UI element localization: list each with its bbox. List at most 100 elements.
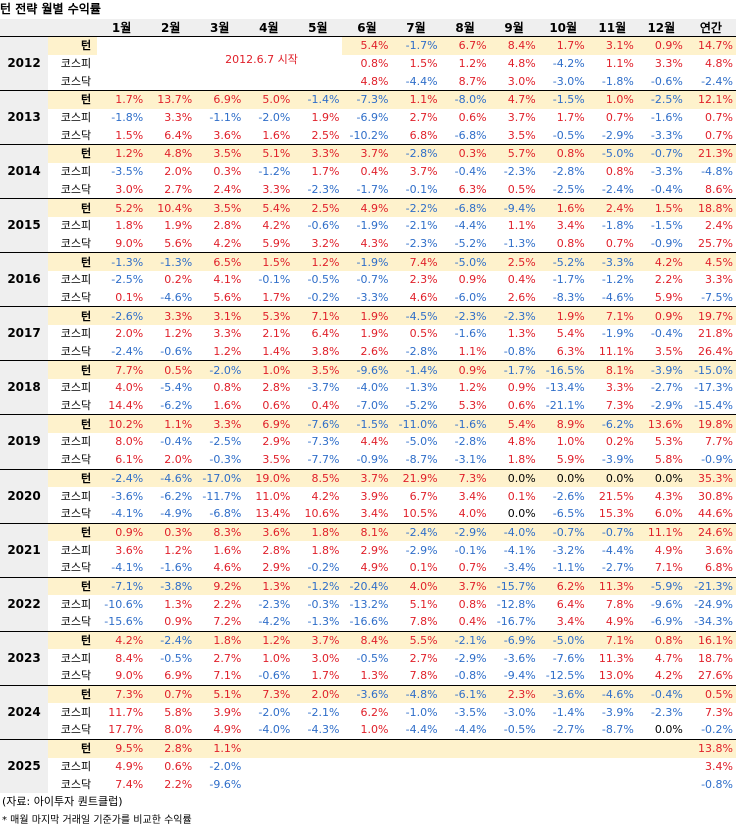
value-cell bbox=[195, 35, 245, 55]
value-cell: -2.3% bbox=[503, 165, 536, 179]
table-row: 코스피 4.9% 0.6% -2.0% 3.4% bbox=[0, 758, 736, 776]
table-row: 코스피 8.0% -0.4% -2.5% 2.9% -7.3% 4.4% -5.0% -2.8%… bbox=[0, 433, 736, 451]
value-cell: -21.3% bbox=[685, 576, 736, 596]
value-cell: 2.2% bbox=[654, 273, 683, 287]
value-cell: 19.8% bbox=[685, 414, 736, 434]
value-cell: -2.7% bbox=[552, 723, 585, 737]
value-cell: -9.4% bbox=[489, 198, 539, 217]
value-cell: 0.9% bbox=[636, 306, 686, 325]
value-cell: 8.1% bbox=[342, 522, 392, 542]
value-cell: -3.9% bbox=[601, 705, 634, 719]
value-cell bbox=[342, 775, 391, 793]
column-header: 4월 bbox=[244, 19, 294, 37]
value-cell: -2.6% bbox=[97, 306, 147, 325]
value-cell: 21.8% bbox=[698, 327, 733, 341]
value-cell: -2.4% bbox=[601, 182, 634, 196]
value-cell: 2.4% bbox=[213, 182, 242, 196]
value-cell: -1.3% bbox=[97, 252, 147, 271]
value-cell: 1.7% bbox=[556, 111, 585, 125]
series-label: 코스닥 bbox=[60, 290, 92, 304]
value-cell bbox=[244, 775, 293, 793]
value-cell: 0.6% bbox=[507, 399, 536, 413]
value-cell: 0.6% bbox=[164, 759, 193, 773]
value-cell: 4.2% bbox=[213, 236, 242, 250]
value-cell: 30.8% bbox=[698, 489, 733, 503]
value-cell: 8.4% bbox=[342, 630, 392, 650]
table-row: 코스피 11.7% 5.8% 3.9% -2.0% -2.1% 6.2% -1.0% -3.5%… bbox=[0, 703, 736, 721]
value-cell: -6.9% bbox=[489, 630, 539, 650]
value-cell: 9.0% bbox=[115, 669, 144, 683]
value-cell: -4.6% bbox=[160, 290, 193, 304]
value-cell: -1.1% bbox=[209, 111, 242, 125]
value-cell: -3.6% bbox=[538, 684, 588, 704]
value-cell: 7.3% bbox=[97, 684, 147, 704]
value-cell: 6.9% bbox=[195, 90, 245, 109]
value-cell: -9.4% bbox=[503, 669, 536, 683]
value-cell: 0.3% bbox=[146, 522, 196, 542]
value-cell: 1.2% bbox=[244, 630, 294, 650]
value-cell: 6.8% bbox=[705, 561, 733, 575]
table-row: 2017 턴 -2.6% 3.3% 3.1% 5.3% 7.1% 1.9% -4.5% -2.3%… bbox=[0, 306, 736, 361]
value-cell: -2.1% bbox=[405, 219, 438, 233]
value-cell: 0.2% bbox=[164, 273, 193, 287]
value-cell: 5.3% bbox=[654, 435, 683, 449]
value-cell: 5.9% bbox=[556, 453, 585, 467]
value-cell: -8.3% bbox=[552, 290, 585, 304]
value-cell: -1.4% bbox=[293, 90, 343, 109]
value-cell: -5.2% bbox=[454, 236, 487, 250]
value-cell: 8.7% bbox=[458, 74, 487, 88]
value-cell: 1.0% bbox=[360, 723, 389, 737]
column-header bbox=[48, 19, 98, 37]
year-cell: 2018 bbox=[0, 360, 49, 415]
value-cell: 7.3% bbox=[440, 468, 490, 488]
value-cell: -10.6% bbox=[104, 597, 144, 611]
value-cell: 9.2% bbox=[195, 576, 245, 596]
value-cell: 3.7% bbox=[342, 468, 392, 488]
value-cell: 2.3% bbox=[409, 273, 438, 287]
column-header bbox=[0, 19, 49, 37]
value-cell: 3.0% bbox=[115, 182, 144, 196]
value-cell: -15.4% bbox=[694, 399, 733, 413]
value-cell: -4.4% bbox=[454, 219, 487, 233]
value-cell: 3.3% bbox=[705, 273, 733, 287]
value-cell bbox=[146, 35, 196, 55]
value-cell: 8.4% bbox=[489, 35, 539, 55]
value-cell: 0.4% bbox=[360, 165, 389, 179]
value-cell bbox=[636, 738, 686, 758]
value-cell: 21.5% bbox=[598, 489, 634, 503]
value-cell: -2.1% bbox=[307, 705, 340, 719]
value-cell: -6.2% bbox=[160, 489, 193, 503]
value-cell: -5.0% bbox=[405, 435, 438, 449]
series-label: 턴 bbox=[48, 468, 98, 488]
table-row: 2024 턴 7.3% 0.7% 5.1% 7.3% 2.0% -3.6% -4.8% -6.1%… bbox=[0, 684, 736, 740]
value-cell: -2.8% bbox=[552, 165, 585, 179]
value-cell: 3.5% bbox=[195, 144, 245, 163]
value-cell: 1.5% bbox=[244, 252, 294, 271]
value-cell: -3.9% bbox=[636, 360, 686, 380]
value-cell: 1.9% bbox=[342, 306, 392, 325]
value-cell: 2.9% bbox=[262, 435, 291, 449]
value-cell: 1.3% bbox=[244, 576, 294, 596]
value-cell bbox=[97, 72, 146, 90]
value-cell: 5.8% bbox=[164, 705, 193, 719]
value-cell: 7.4% bbox=[115, 777, 144, 791]
value-cell: 10.2% bbox=[97, 414, 147, 434]
value-cell: -7.1% bbox=[97, 576, 147, 596]
table-row: 2013 턴 1.7% 13.7% 6.9% 5.0% -1.4% -7.3% 1.1% -8.0… bbox=[0, 90, 736, 145]
table-row: 코스닥 -4.1% -4.9% -6.8% 13.4% 10.6% 3.4% 10.5% 4.0… bbox=[0, 505, 736, 523]
value-cell: -0.4% bbox=[160, 435, 193, 449]
value-cell: 1.9% bbox=[311, 111, 340, 125]
value-cell: 11.3% bbox=[587, 576, 637, 596]
value-cell: 0.8% bbox=[636, 630, 686, 650]
value-cell: 6.0% bbox=[654, 507, 683, 521]
value-cell: -6.2% bbox=[160, 399, 193, 413]
value-cell: 1.8% bbox=[507, 453, 536, 467]
table-row: 코스피 -3.5% 2.0% 0.3% -1.2% 1.7% 0.4% 3.7% -0.4% -2… bbox=[0, 163, 736, 181]
value-cell: 0.9% bbox=[440, 360, 490, 380]
value-cell: -1.8% bbox=[111, 111, 144, 125]
value-cell bbox=[244, 738, 294, 758]
table-row: 코스닥 -4.1% -1.6% 4.6% 2.9% -0.2% 4.9% 0.1% 0.7% -3… bbox=[0, 559, 736, 577]
value-cell bbox=[146, 72, 195, 90]
table-row: 코스피 8.4% -0.5% 2.7% 1.0% 3.0% -0.5% 2.7% -2.9% -3… bbox=[0, 649, 736, 667]
value-cell: 8.3% bbox=[195, 522, 245, 542]
